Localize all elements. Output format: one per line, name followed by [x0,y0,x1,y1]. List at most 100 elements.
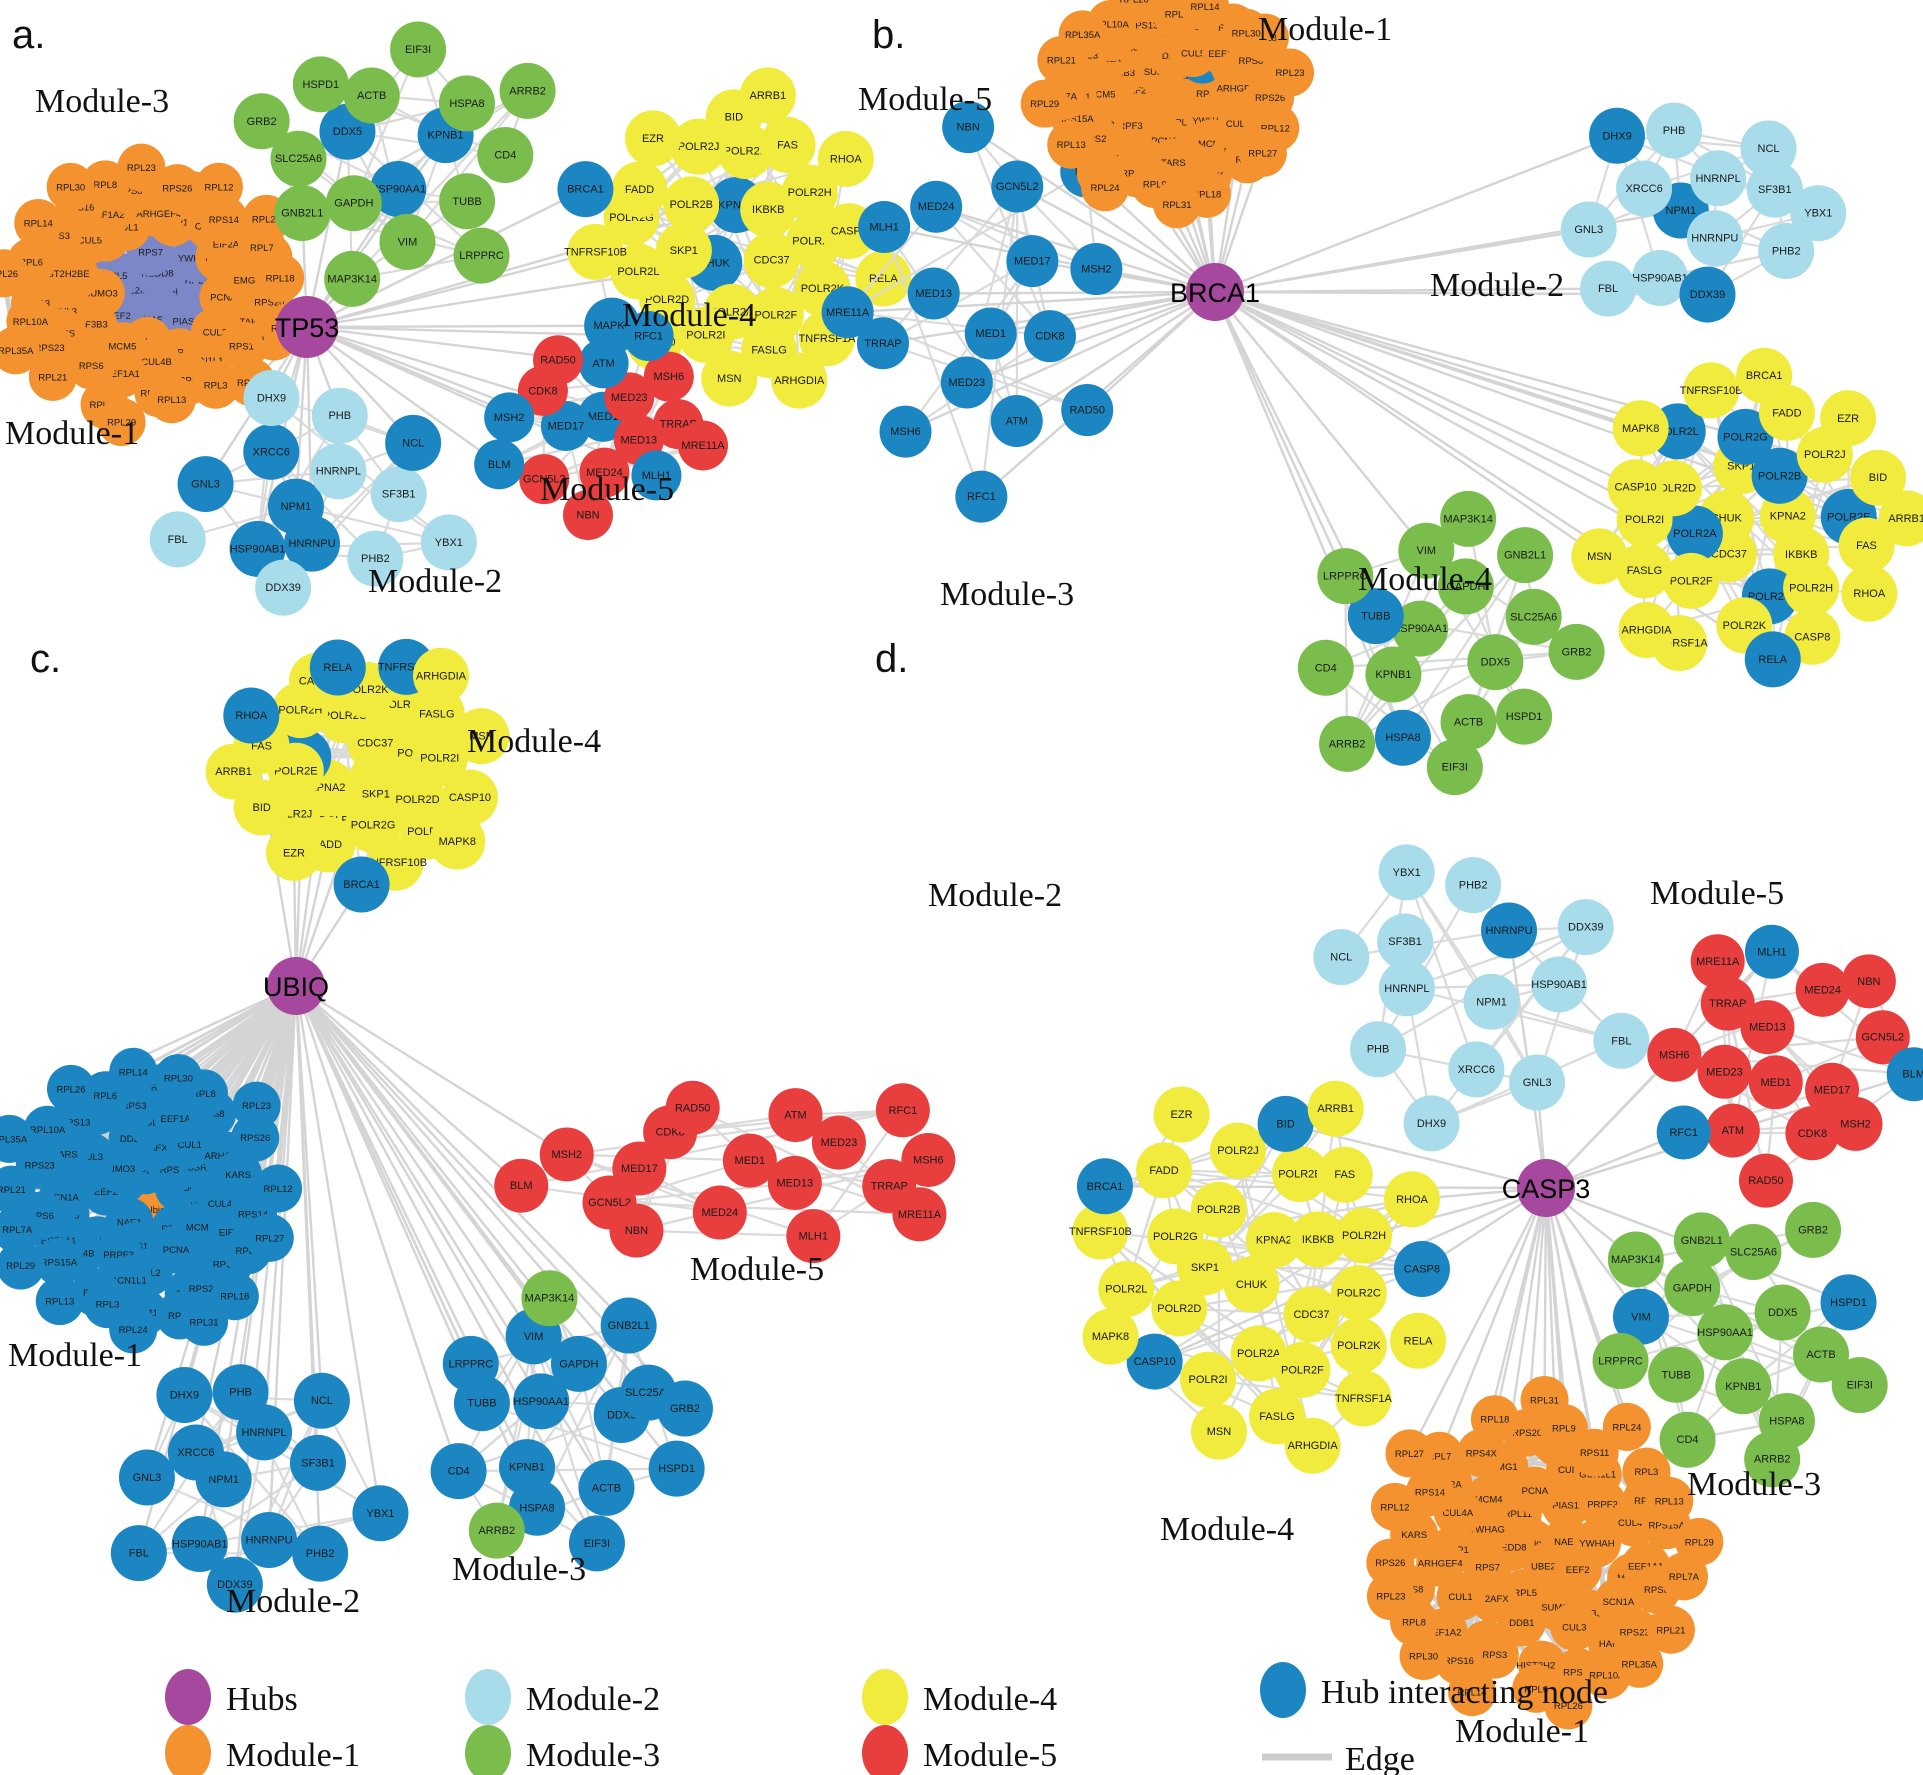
gene-node-msn[interactable] [701,350,758,407]
gene-node-atm[interactable] [768,1088,823,1143]
gene-node-slc25a6[interactable] [1725,1224,1782,1281]
gene-node-med23[interactable] [940,356,993,409]
gene-node-med23[interactable] [1697,1044,1752,1099]
gene-node-tubb[interactable] [439,173,496,230]
gene-node-rad50[interactable] [665,1080,720,1135]
gene-node-rad50[interactable] [533,335,584,386]
gene-node-msh2[interactable] [484,392,535,443]
gene-node-rhoa[interactable] [1841,565,1898,622]
gene-node-lrpprc[interactable] [453,227,510,284]
gene-node-polr2h[interactable] [1783,559,1840,616]
gene-node-mapk8[interactable] [1612,400,1669,457]
gene-node-slc25a6[interactable] [270,130,327,187]
gene-node-mlh1[interactable] [858,201,911,254]
gene-node-hsp90aa1[interactable] [1392,600,1449,657]
gene-node-tnfrsf10b[interactable] [1072,1203,1129,1260]
gene-node-msn[interactable] [1571,528,1628,585]
gene-node-hnrnpl[interactable] [1690,150,1747,207]
gene-node-polr2d[interactable] [1151,1280,1208,1337]
gene-node-rfc1[interactable] [955,470,1008,523]
gene-node-med17[interactable] [1006,235,1059,288]
gene-node-vim[interactable] [379,213,436,270]
gene-node-fas[interactable] [1838,517,1895,574]
gene-node-cdk8[interactable] [1023,310,1076,363]
gene-node-rpl35a[interactable] [1615,1639,1664,1688]
gene-node-actb[interactable] [1793,1326,1850,1383]
gene-node-msn[interactable] [1190,1403,1247,1460]
gene-node-map3k14[interactable] [1440,490,1497,547]
gene-node-kars[interactable] [214,1150,263,1199]
gene-node-tubb[interactable] [1648,1346,1705,1403]
gene-node-rad50[interactable] [1738,1153,1793,1208]
gene-node-polr2h[interactable] [1336,1207,1393,1264]
gene-node-rpl30[interactable] [1399,1632,1448,1681]
gene-node-hspd1[interactable] [1820,1274,1877,1331]
gene-node-msh2[interactable] [539,1127,594,1182]
gene-node-slc25a6[interactable] [1505,588,1562,645]
gene-node-ddx39[interactable] [206,1556,263,1613]
gene-node-rpl8[interactable] [81,160,130,209]
gene-node-hspd1[interactable] [648,1440,705,1497]
gene-node-rpl10a[interactable] [23,1105,72,1154]
gene-node-polr2j[interactable] [1209,1122,1266,1179]
gene-node-rpl12[interactable] [194,162,243,211]
gene-node-hsp90aa1[interactable] [1697,1304,1754,1361]
gene-node-gnb2l1[interactable] [1497,527,1554,584]
gene-node-med17[interactable] [540,400,591,451]
gene-node-phb2[interactable] [1445,857,1502,914]
gene-node-ybx1[interactable] [420,514,477,571]
gene-node-ywhah[interactable] [1572,1519,1621,1568]
gene-node-sf3b1[interactable] [370,466,427,523]
gene-node-rpl3[interactable] [191,360,240,409]
gene-node-rpl23[interactable] [1366,1572,1415,1621]
gene-node-cd4[interactable] [1297,639,1354,696]
gene-node-casp10[interactable] [1126,1333,1183,1390]
gene-node-rpl24[interactable] [1081,163,1130,212]
gene-node-fbl[interactable] [1593,1012,1650,1069]
gene-node-rpl21[interactable] [28,352,77,401]
gene-node-rpl26[interactable] [0,249,28,298]
hub-node-tp53[interactable] [276,296,338,358]
gene-node-arhgdia[interactable] [771,352,828,409]
gene-node-ezr[interactable] [265,824,322,881]
gene-node-nbn[interactable] [562,490,613,541]
gene-node-hspd1[interactable] [292,56,349,113]
gene-node-msh2[interactable] [1828,1096,1883,1151]
gene-node-msh6[interactable] [643,351,694,402]
gene-node-rpl31[interactable] [180,1297,229,1346]
gene-node-msh2[interactable] [1070,243,1123,296]
gene-node-grb2[interactable] [233,93,290,150]
gene-node-med1[interactable] [1748,1055,1803,1110]
gene-node-arhgdia[interactable] [412,647,469,704]
gene-node-hsp90ab1[interactable] [1631,249,1688,306]
gene-node-med1[interactable] [964,307,1017,360]
gene-node-sf3b1[interactable] [1377,913,1434,970]
gene-node-fbl[interactable] [149,511,206,568]
gene-node-dhx9[interactable] [156,1367,213,1424]
gene-node-rhoa[interactable] [223,687,280,744]
gene-node-nbn[interactable] [1841,954,1896,1009]
gene-node-atm[interactable] [578,338,629,389]
gene-node-rad50[interactable] [1061,384,1114,437]
gene-node-polr2i[interactable] [677,306,734,363]
gene-node-gnl3[interactable] [177,456,234,513]
gene-node-phb[interactable] [1350,1021,1407,1078]
gene-node-med24[interactable] [579,447,630,498]
gene-node-ezr[interactable] [624,110,681,167]
gene-node-mre11a[interactable] [1690,934,1745,989]
gene-node-ncl[interactable] [293,1372,350,1429]
gene-node-rpl29[interactable] [97,398,146,447]
gene-node-rpl31[interactable] [1153,180,1202,229]
gene-node-rpl35a[interactable] [0,326,40,375]
gene-node-ncl[interactable] [1313,929,1370,986]
gene-node-rpl24[interactable] [1602,1402,1651,1451]
gene-node-ybx1[interactable] [1378,844,1435,901]
gene-node-rpl18[interactable] [256,253,305,302]
gene-node-rpl14[interactable] [14,199,63,248]
gene-node-brca1[interactable] [1076,1158,1133,1215]
gene-node-xrcc6[interactable] [167,1424,224,1481]
gene-node-eif3i[interactable] [568,1515,625,1572]
gene-node-gapdh[interactable] [325,175,382,232]
gene-node-ikbkb[interactable] [1290,1211,1347,1268]
gene-node-gnl3[interactable] [1509,1054,1566,1111]
